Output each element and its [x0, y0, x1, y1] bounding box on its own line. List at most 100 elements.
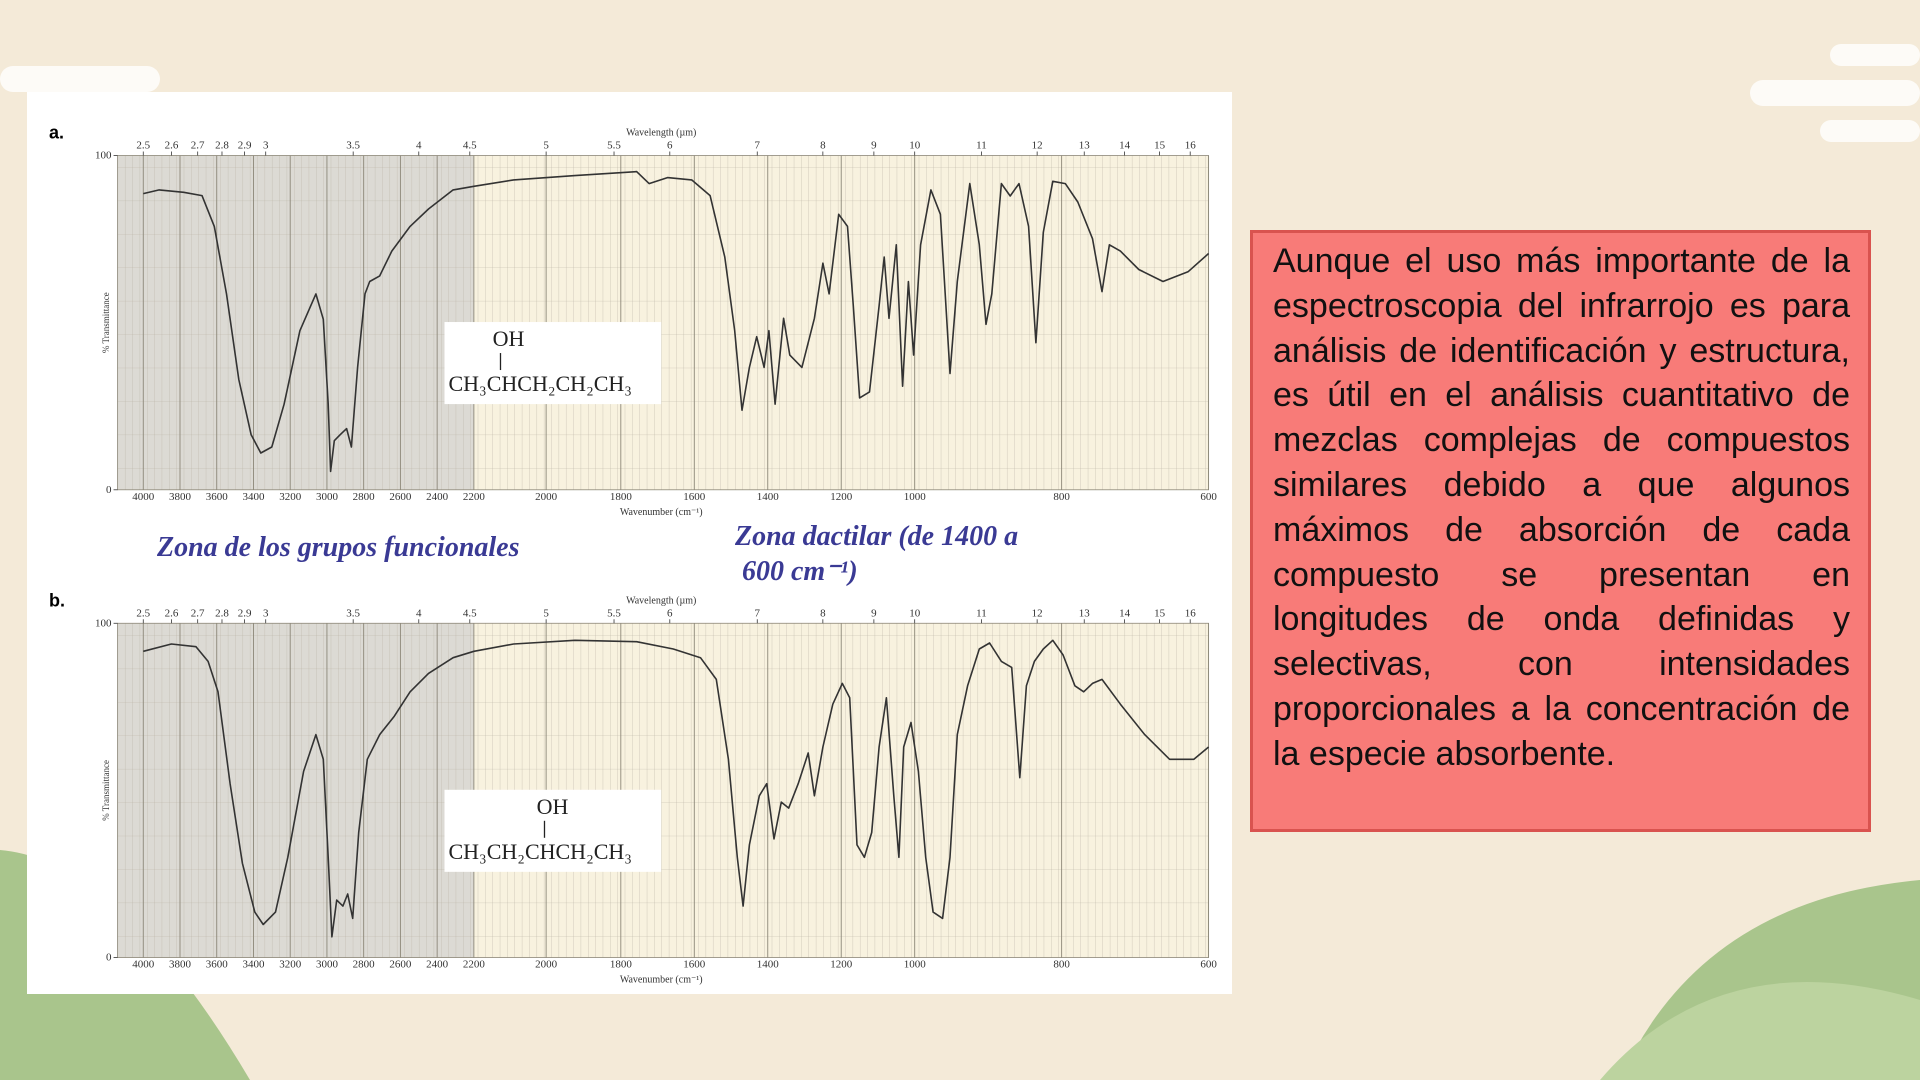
x-tick-label: 3400	[242, 959, 265, 971]
x-tick-label: 1000	[904, 491, 927, 503]
panel-label: b.	[49, 590, 65, 610]
y-tick-label: 0	[106, 952, 112, 964]
y-tick-label: 100	[95, 617, 112, 629]
x-tick-label: 2800	[353, 491, 376, 503]
x-axis-title: Wavenumber (cm⁻¹)	[620, 975, 703, 986]
x-axis-title: Wavenumber (cm⁻¹)	[620, 507, 703, 518]
cloud	[1750, 80, 1920, 106]
spectrum-line	[143, 170, 1210, 473]
x2-tick-label: 3.5	[346, 607, 360, 619]
x2-tick-label: 5	[543, 607, 549, 619]
cloud	[1830, 44, 1920, 66]
x-tick-label: 800	[1053, 959, 1070, 971]
x-tick-label: 2000	[535, 959, 558, 971]
x-tick-label: 3000	[316, 491, 339, 503]
x2-tick-label: 8	[820, 607, 826, 619]
x-tick-label: 600	[1200, 959, 1217, 971]
y-tick-label: 100	[95, 150, 112, 162]
x-tick-label: 4000	[132, 959, 155, 971]
x2-tick-label: 4.5	[463, 140, 477, 152]
x-tick-label: 2800	[353, 959, 376, 971]
x-tick-label: 1800	[610, 959, 633, 971]
annotation: Zona de los grupos funcionales	[156, 532, 520, 563]
x2-tick-label: 6	[667, 607, 673, 619]
x-tick-label: 2400	[426, 959, 449, 971]
x2-tick-label: 3	[263, 607, 269, 619]
x-tick-label: 1200	[830, 491, 853, 503]
x-tick-label: 3600	[206, 959, 229, 971]
cloud	[0, 66, 160, 92]
x2-tick-label: 4.5	[463, 607, 477, 619]
panel-label: a.	[49, 123, 64, 143]
x2-tick-label: 16	[1185, 607, 1197, 619]
hill	[1600, 982, 1920, 1080]
x2-tick-label: 12	[1032, 140, 1043, 152]
x2-tick-label: 7	[755, 607, 761, 619]
x-tick-label: 800	[1053, 491, 1070, 503]
x-tick-label: 1800	[610, 491, 633, 503]
x2-tick-label: 16	[1185, 140, 1197, 152]
x2-tick-label: 14	[1119, 607, 1131, 619]
y-tick-label: 0	[106, 484, 112, 496]
x2-tick-label: 10	[909, 607, 921, 619]
x2-tick-label: 5	[543, 140, 549, 152]
structure-box	[444, 789, 662, 872]
x-tick-label: 2200	[463, 959, 486, 971]
x-tick-label: 3000	[316, 959, 339, 971]
x2-tick-label: 2.8	[215, 607, 229, 619]
x2-tick-label: 3.5	[346, 140, 360, 152]
x-tick-label: 1600	[683, 959, 706, 971]
minor-grid	[117, 622, 1209, 958]
x2-tick-label: 14	[1119, 140, 1131, 152]
cloud	[1820, 120, 1920, 142]
annotation: Zona dactilar (de 1400 a	[734, 521, 1018, 552]
x-tick-label: 3600	[206, 491, 229, 503]
x2-tick-label: 15	[1154, 607, 1166, 619]
x-tick-label: 2000	[535, 491, 558, 503]
x-tick-label: 3200	[279, 491, 302, 503]
x2-tick-label: 2.5	[136, 140, 150, 152]
x2-tick-label: 2.9	[238, 140, 252, 152]
structure-group: OH	[493, 326, 525, 351]
x-tick-label: 3200	[279, 959, 302, 971]
x2-tick-label: 2.5	[136, 607, 150, 619]
x-tick-label: 3800	[169, 491, 192, 503]
y-axis-title: % Transmittance	[101, 760, 111, 821]
x-tick-label: 1600	[683, 491, 706, 503]
x-tick-label: 600	[1200, 491, 1217, 503]
x-tick-label: 1400	[757, 959, 780, 971]
text-box: Aunque el uso más importante de la espec…	[1250, 230, 1871, 832]
x2-axis-title: Wavelength (µm)	[626, 128, 696, 139]
x-tick-label: 3800	[169, 959, 192, 971]
x2-tick-label: 4	[416, 140, 422, 152]
spectrum-line	[143, 639, 1210, 938]
x2-tick-label: 2.7	[191, 140, 205, 152]
y-axis-title: % Transmittance	[101, 292, 111, 353]
structure-box	[444, 322, 662, 405]
annotation: 600 cm⁻¹)	[742, 556, 858, 587]
x2-tick-label: 2.7	[191, 607, 205, 619]
x2-tick-label: 9	[871, 607, 877, 619]
x-tick-label: 1000	[904, 959, 927, 971]
x-tick-label: 4000	[132, 491, 155, 503]
x2-tick-label: 5.5	[607, 140, 621, 152]
x2-tick-label: 5.5	[607, 607, 621, 619]
x-tick-label: 3400	[242, 491, 265, 503]
x-tick-label: 2400	[426, 491, 449, 503]
x2-tick-label: 15	[1154, 140, 1166, 152]
x2-tick-label: 2.6	[165, 140, 179, 152]
structure-group: OH	[537, 794, 569, 819]
x-tick-label: 1200	[830, 959, 853, 971]
x-tick-label: 2600	[389, 491, 412, 503]
x-tick-label: 2600	[389, 959, 412, 971]
x2-tick-label: 4	[416, 607, 422, 619]
x2-tick-label: 2.8	[215, 140, 229, 152]
structure-formula: CH₃CHCH₂CH₂CH₃	[448, 371, 632, 396]
x2-tick-label: 11	[976, 140, 987, 152]
x-tick-label: 1400	[757, 491, 780, 503]
x2-tick-label: 2.6	[165, 607, 179, 619]
x2-tick-label: 10	[909, 140, 921, 152]
x2-tick-label: 8	[820, 140, 826, 152]
